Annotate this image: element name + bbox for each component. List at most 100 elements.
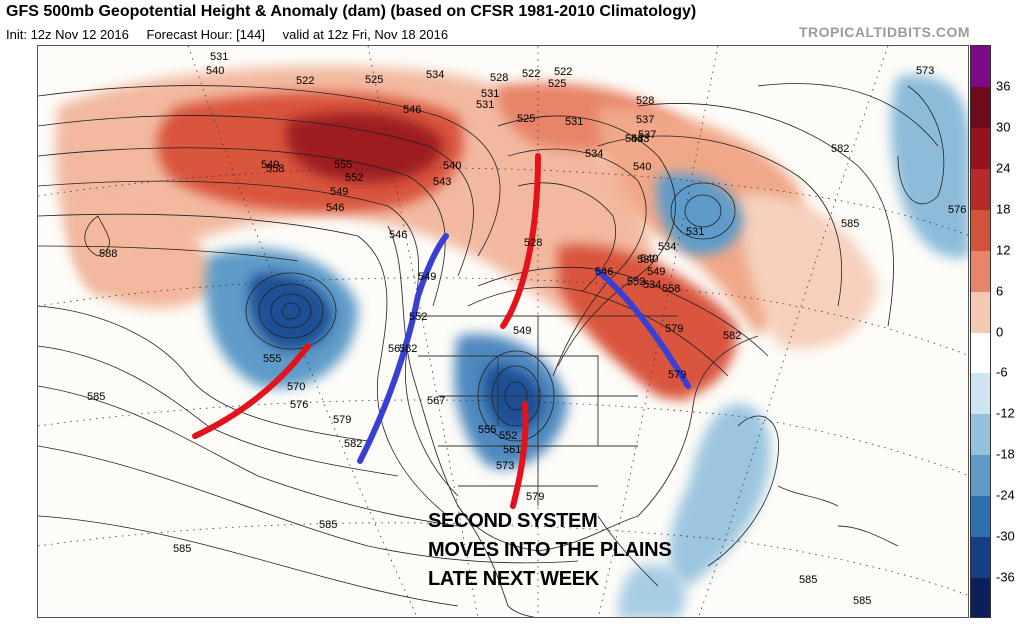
anomaly-colorbar bbox=[970, 45, 991, 618]
red-trough-line-plains bbox=[510, 401, 529, 509]
contour-label: 56 bbox=[388, 343, 400, 355]
contour-label: 555 bbox=[478, 424, 496, 436]
colorbar-segment bbox=[971, 86, 990, 129]
forecast-annotation: SECOND SYSTEM MOVES INTO THE PLAINS LATE… bbox=[428, 507, 672, 594]
colorbar-segment bbox=[971, 250, 990, 293]
contour-label: 579 bbox=[665, 323, 683, 335]
forecast-hour: Forecast Hour: [144] bbox=[146, 27, 265, 42]
contour-label: 567 bbox=[427, 395, 445, 407]
annotation-line: MOVES INTO THE PLAINS bbox=[428, 539, 672, 561]
contour-label: 555 bbox=[334, 159, 352, 171]
contour-label: 555 bbox=[263, 353, 281, 365]
blue-ridge-line-east bbox=[595, 268, 691, 389]
contour-label: 552 bbox=[627, 276, 645, 288]
colorbar-tick-label: 6 bbox=[996, 283, 1004, 299]
colorbar-segment bbox=[971, 578, 990, 617]
colorbar-tick-label: 36 bbox=[996, 78, 1011, 94]
colorbar-tick-label: 12 bbox=[996, 242, 1011, 258]
contour-label: 528 bbox=[490, 72, 508, 84]
contour-label: 585 bbox=[173, 543, 191, 555]
contour-label: 546 bbox=[389, 229, 407, 241]
contour-label: 582 bbox=[399, 343, 417, 355]
colorbar-segment bbox=[971, 46, 990, 88]
contour-label: 585 bbox=[319, 519, 337, 531]
contour-label: 540 bbox=[633, 161, 651, 173]
contour-label: 582 bbox=[831, 143, 849, 155]
contour-label: 531 bbox=[686, 226, 704, 238]
colorbar-segment bbox=[971, 496, 990, 539]
contour-label: 531 bbox=[565, 116, 583, 128]
contour-label: 546 bbox=[403, 104, 421, 116]
contour-label: 528 bbox=[636, 95, 654, 107]
brand-watermark: TROPICALTIDBITS.COM bbox=[798, 24, 970, 40]
contour-label: 549 bbox=[647, 266, 665, 278]
colorbar-segment bbox=[971, 127, 990, 170]
contour-label: 540 bbox=[206, 65, 224, 77]
colorbar-segment bbox=[971, 332, 990, 375]
contour-label: 525 bbox=[365, 74, 383, 86]
red-trough-line-pacific bbox=[192, 343, 311, 439]
contour-label: 585 bbox=[799, 574, 817, 586]
trough-ridge-annotations bbox=[192, 153, 691, 509]
contour-label: 579 bbox=[668, 369, 686, 381]
contour-label: 546 bbox=[326, 202, 344, 214]
contour-label: 522 bbox=[554, 66, 572, 78]
colorbar-tick-label: -36 bbox=[996, 569, 1015, 585]
contour-label: 579 bbox=[333, 414, 351, 426]
colorbar-tick-label: 0 bbox=[996, 324, 1004, 339]
blue-ridge-line-west bbox=[357, 233, 449, 464]
contour-label: 528 bbox=[524, 237, 542, 249]
contour-label: 573 bbox=[496, 460, 514, 472]
contour-label: 549 bbox=[330, 186, 348, 198]
annotation-line: LATE NEXT WEEK bbox=[428, 568, 599, 590]
colorbar-tick-label: -30 bbox=[996, 528, 1015, 544]
contour-label: 531 bbox=[481, 88, 499, 100]
contour-label: 537 bbox=[638, 129, 656, 141]
contour-label: 543 bbox=[625, 133, 643, 145]
colorbar-tick-label: 18 bbox=[996, 201, 1011, 217]
contour-label: 576 bbox=[290, 399, 308, 411]
political-borders bbox=[387, 225, 899, 617]
contour-label: 585 bbox=[853, 595, 871, 607]
contour-label: 552 bbox=[499, 430, 517, 442]
contour-label: 558 bbox=[662, 283, 680, 295]
contour-label: 573 bbox=[916, 65, 934, 77]
contour-label: 540 bbox=[640, 253, 658, 265]
colorbar-tick-label: 30 bbox=[996, 119, 1011, 135]
contour-label: 549 bbox=[513, 325, 531, 337]
contour-label: 522 bbox=[296, 75, 314, 87]
contour-label: 570 bbox=[287, 381, 305, 393]
colorbar-segment bbox=[971, 455, 990, 498]
colorbar-segment bbox=[971, 209, 990, 252]
colorbar-tick-label: -18 bbox=[996, 446, 1015, 462]
colorbar-segment bbox=[971, 414, 990, 457]
contour-label: 549 bbox=[418, 271, 436, 283]
init-time: Init: 12z Nov 12 2016 bbox=[6, 27, 129, 42]
colorbar-segment bbox=[971, 373, 990, 416]
contour-label: 543 bbox=[631, 133, 649, 145]
contour-label: 576 bbox=[948, 204, 966, 216]
contour-label: 549 bbox=[261, 159, 279, 171]
annotation-line: SECOND SYSTEM bbox=[428, 510, 598, 532]
contour-label: 546 bbox=[595, 266, 613, 278]
valid-time: valid at 12z Fri, Nov 18 2016 bbox=[282, 27, 449, 42]
contour-label: 534 bbox=[643, 279, 661, 291]
colorbar-tick-label: -6 bbox=[996, 364, 1008, 380]
contour-label: 531 bbox=[476, 99, 494, 111]
chart-title: GFS 500mb Geopotential Height & Anomaly … bbox=[6, 3, 697, 20]
contour-label: 534 bbox=[426, 69, 444, 81]
contour-label: 558 bbox=[266, 163, 284, 175]
red-trough-line-central bbox=[500, 153, 541, 329]
colorbar-segment bbox=[971, 291, 990, 334]
contour-label: 522 bbox=[522, 68, 540, 80]
run-info: Init: 12z Nov 12 2016 Forecast Hour: [14… bbox=[6, 27, 462, 42]
contour-label: 534 bbox=[585, 148, 603, 160]
contour-label: 561 bbox=[503, 444, 521, 456]
contour-label: 552 bbox=[345, 172, 363, 184]
colorbar-tick-label: 24 bbox=[996, 160, 1011, 176]
contour-label: 582 bbox=[723, 330, 741, 342]
contour-label: 534 bbox=[658, 241, 676, 253]
contour-label: 531 bbox=[210, 51, 228, 63]
